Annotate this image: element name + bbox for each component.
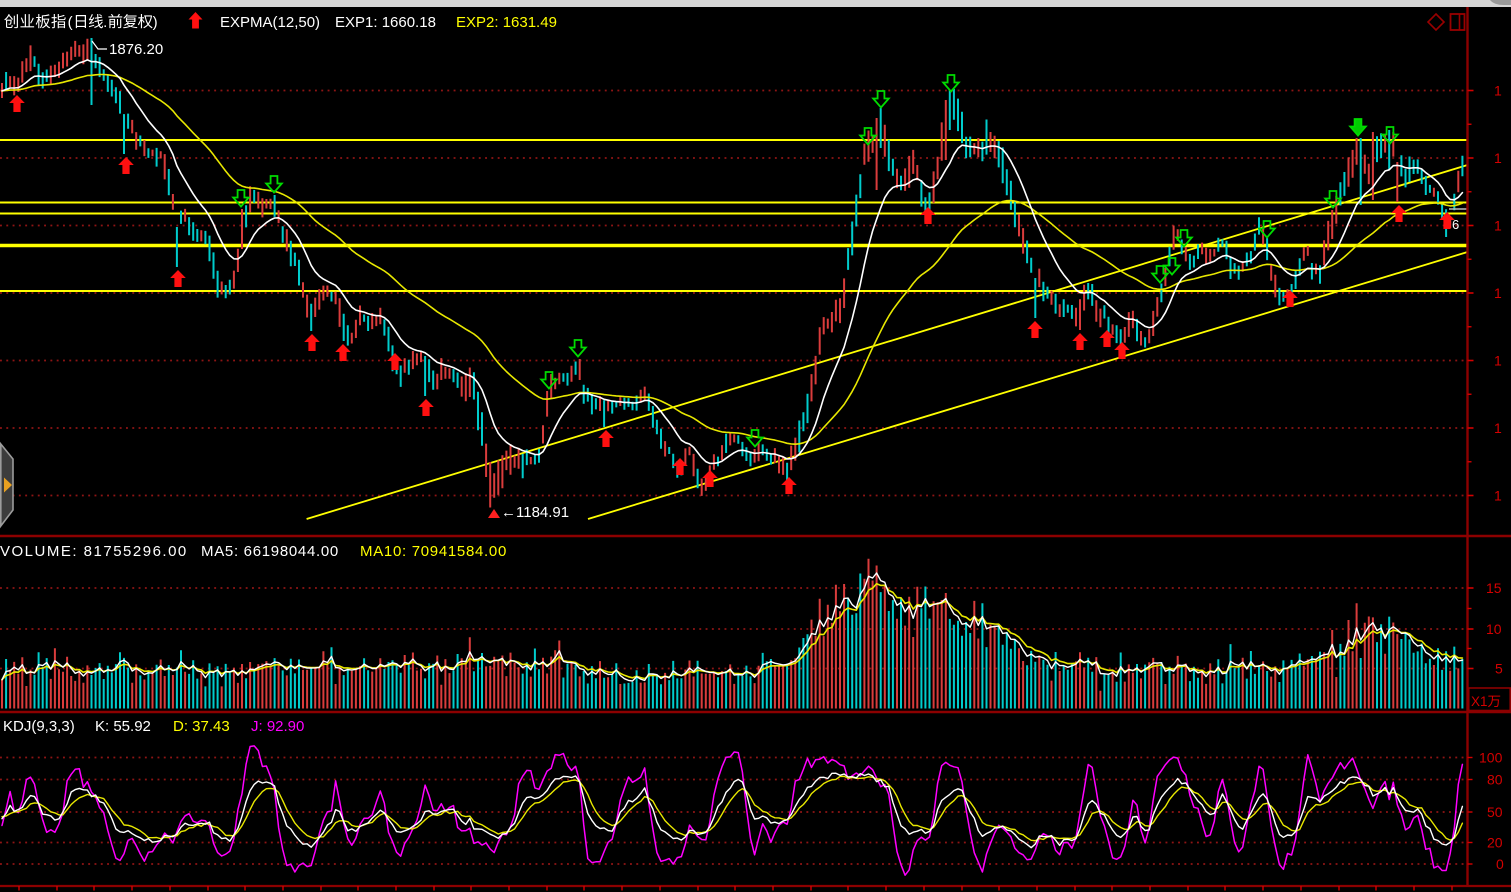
svg-text:KDJ(9,3,3): KDJ(9,3,3): [3, 718, 75, 735]
svg-text:K: 55.92: K: 55.92: [95, 718, 151, 735]
svg-text:1876.20: 1876.20: [109, 41, 163, 58]
svg-text:EXP2: 1631.49: EXP2: 1631.49: [456, 14, 557, 31]
svg-text:80: 80: [1487, 772, 1503, 788]
svg-text:): ): [153, 14, 158, 31]
svg-text:100: 100: [1479, 750, 1503, 766]
svg-text:1: 1: [1494, 150, 1502, 166]
svg-text:15: 15: [1486, 580, 1502, 596]
svg-text:EXP1: 1660.18: EXP1: 1660.18: [335, 14, 436, 31]
svg-text:MA5: 66198044.00: MA5: 66198044.00: [201, 543, 339, 560]
svg-text:6: 6: [1452, 217, 1459, 232]
svg-text:.: .: [103, 14, 107, 31]
svg-text:EXPMA(12,50): EXPMA(12,50): [220, 14, 320, 31]
svg-text:5: 5: [1495, 661, 1503, 677]
svg-text:VOLUME: 81755296.00: VOLUME: 81755296.00: [0, 543, 188, 560]
svg-text:J: 92.90: J: 92.90: [251, 718, 304, 735]
svg-text:1: 1: [1494, 353, 1502, 369]
svg-text:20: 20: [1487, 835, 1503, 851]
svg-text:MA10: 70941584.00: MA10: 70941584.00: [360, 543, 507, 560]
svg-text:X1: X1: [1471, 694, 1488, 709]
svg-text:1: 1: [1494, 420, 1502, 436]
svg-text:←1184.91: ←1184.91: [501, 504, 569, 521]
svg-text:1: 1: [1494, 488, 1502, 504]
svg-text:1: 1: [1494, 218, 1502, 234]
svg-text:0: 0: [1496, 856, 1504, 872]
svg-text:50: 50: [1487, 804, 1503, 820]
svg-text:1: 1: [1494, 83, 1502, 99]
svg-text:1: 1: [1494, 285, 1502, 301]
svg-text:D: 37.43: D: 37.43: [173, 718, 230, 735]
svg-text:10: 10: [1486, 621, 1502, 637]
svg-text:(: (: [68, 14, 73, 31]
